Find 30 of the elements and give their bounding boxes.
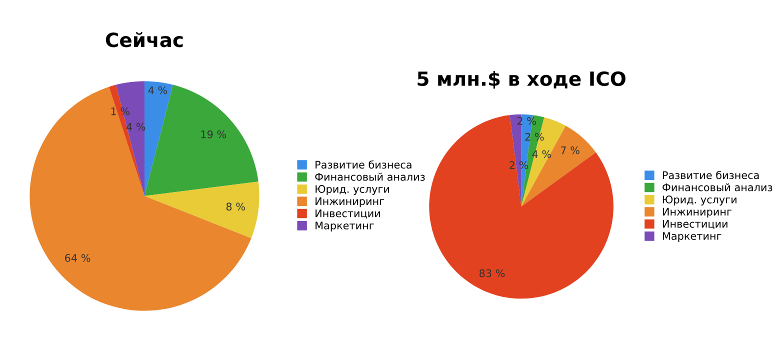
pie-slice — [521, 126, 596, 206]
legend-label: Инжиниринг — [316, 197, 384, 208]
legend-label: Инвестиции — [316, 210, 380, 219]
pie-slice — [429, 115, 614, 299]
pie-slice — [521, 117, 566, 206]
data-label: 4 % — [148, 86, 168, 94]
data-label: 19 % — [201, 130, 226, 138]
pie-slice — [109, 84, 144, 196]
legend-label: Финансовый анализ — [662, 183, 772, 192]
legend-label: Развитие бизнеса — [316, 160, 412, 169]
pie-slice — [144, 81, 174, 196]
pie-slice — [144, 182, 260, 238]
data-label: 7 % — [561, 146, 580, 154]
legend-label: Маркетинг — [662, 232, 722, 242]
pie-slice — [116, 81, 144, 196]
data-label: 64 % — [65, 254, 90, 262]
pie-slice — [30, 86, 252, 311]
chart-title: 5 млн.$ в ходе ICO — [418, 70, 626, 89]
data-label: 4 % — [126, 122, 146, 131]
data-label: 8 % — [226, 202, 245, 211]
data-label: 83 % — [480, 269, 505, 278]
legend-label: Инвестиции — [662, 220, 728, 230]
legend-label: Юрид. услуги — [316, 185, 390, 195]
legend-label: Финансовый анализ — [315, 172, 425, 181]
legend-label: Развитие бизнеса — [662, 170, 759, 180]
legend-label: Инжиниринг — [662, 208, 732, 218]
chart-title: Сейчас — [106, 32, 183, 48]
legend-label: Маркетинг — [316, 222, 374, 232]
pie-slice — [144, 84, 258, 196]
legend-label: Юрид. услуги — [663, 196, 736, 206]
